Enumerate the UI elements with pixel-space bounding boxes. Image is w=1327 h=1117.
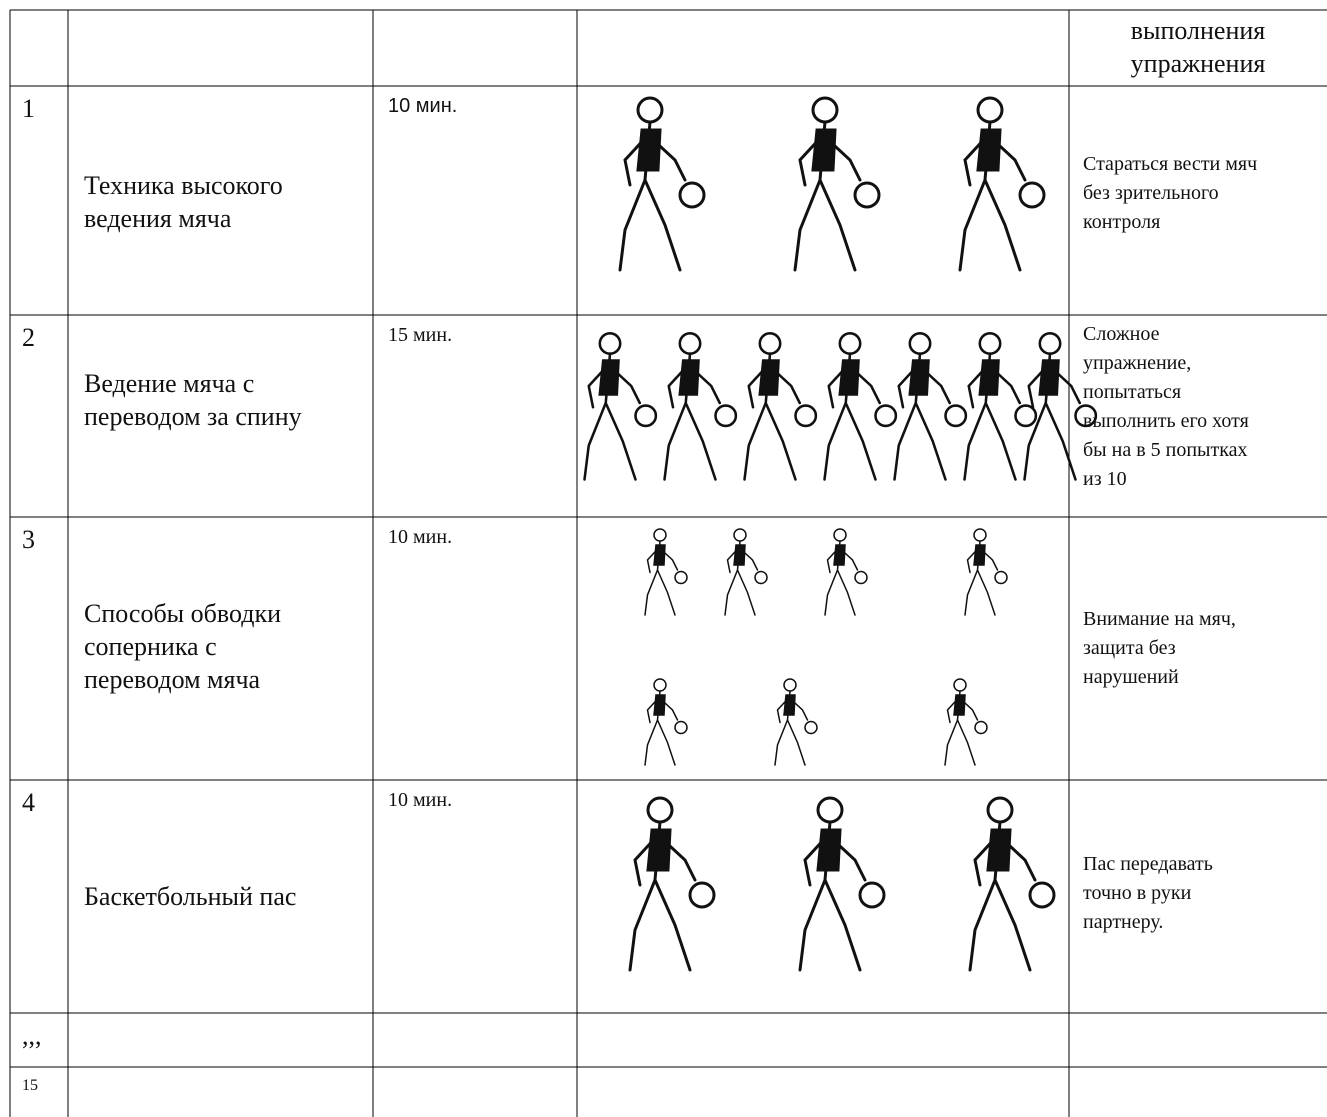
cell-text: Пас передавать <box>1083 853 1213 875</box>
player-sketch <box>618 96 706 272</box>
cell-text: контроля <box>1083 211 1161 233</box>
player-sketch <box>963 332 1038 481</box>
cell-text: Стараться вести мяч <box>1083 153 1258 175</box>
cell-text: ,,, <box>22 1021 42 1050</box>
player-sketch <box>774 678 818 766</box>
cell-text: выполнения <box>1130 16 1266 45</box>
cell-text: упражнения <box>1130 49 1266 78</box>
cell-text: Способы обводки <box>84 599 281 628</box>
cell-text: выполнить его хотя <box>1083 410 1249 432</box>
cell-text: 10 мин. <box>388 526 453 548</box>
cell-text: ведения мяча <box>84 204 232 233</box>
player-sketch <box>893 332 968 481</box>
cell-text: попытаться <box>1083 381 1182 403</box>
player-sketch <box>743 332 818 481</box>
cell-text: 1 <box>22 94 35 123</box>
cell-text: переводом мяча <box>84 665 261 694</box>
cell-text: 15 <box>22 1077 38 1094</box>
cell-text: Баскетбольный пас <box>84 882 297 911</box>
cell-text: Сложное <box>1083 323 1160 345</box>
cell-text: без зрительного <box>1083 182 1219 204</box>
cell-text: упражнение, <box>1083 352 1192 374</box>
cell-text: 10 мин. <box>388 95 458 117</box>
player-sketch <box>958 96 1046 272</box>
player-sketch <box>798 796 886 972</box>
player-sketch <box>824 528 868 616</box>
player-sketch <box>793 96 881 272</box>
player-sketch <box>628 796 716 972</box>
cell-text: Ведение мяча с <box>84 369 255 398</box>
cell-text: 10 мин. <box>388 789 453 811</box>
cell-text: 4 <box>22 788 35 817</box>
cell-text: точно в руки <box>1083 882 1192 904</box>
cell-text: бы на в 5 попытках <box>1083 439 1248 461</box>
player-sketch <box>724 528 768 616</box>
cell-text: соперника с <box>84 632 217 661</box>
cell-text: из 10 <box>1083 468 1127 490</box>
player-sketch <box>644 678 688 766</box>
cell-text: партнеру. <box>1083 911 1164 933</box>
player-sketch <box>644 528 688 616</box>
player-sketch <box>964 528 1008 616</box>
player-sketch <box>583 332 658 481</box>
cell-text: 2 <box>22 323 35 352</box>
cell-text: переводом за спину <box>84 402 302 431</box>
cell-text: защита без <box>1083 637 1176 659</box>
cell-text: нарушений <box>1083 666 1179 688</box>
player-sketch <box>1023 332 1098 481</box>
player-sketch <box>823 332 898 481</box>
cell-text: Внимание на мяч, <box>1083 608 1236 630</box>
player-sketch <box>944 678 988 766</box>
player-sketch <box>968 796 1056 972</box>
cell-text: 15 мин. <box>388 324 453 346</box>
player-sketch <box>663 332 738 481</box>
cell-text: Техника высокого <box>84 171 283 200</box>
cell-text: 3 <box>22 525 35 554</box>
